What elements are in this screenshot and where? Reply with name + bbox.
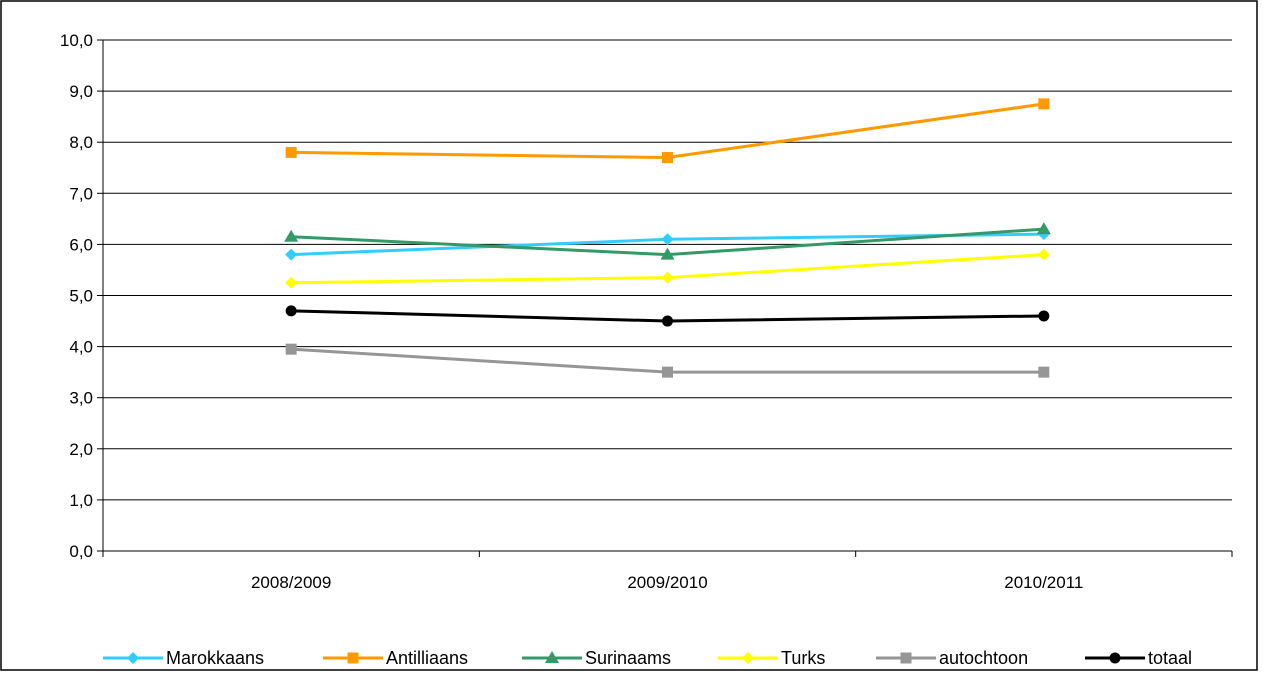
series-autochtoon: [285, 343, 1050, 378]
legend-label: totaal: [1148, 648, 1192, 668]
series-lines: [284, 98, 1051, 378]
y-tick-label: 2,0: [69, 440, 93, 459]
legend-marker: [545, 651, 559, 663]
y-tick-label: 6,0: [69, 235, 93, 254]
y-tick-label: 7,0: [69, 184, 93, 203]
y-tick-label: 1,0: [69, 491, 93, 510]
legend-marker: [1109, 652, 1121, 664]
data-point: [661, 233, 674, 246]
data-point: [285, 146, 297, 158]
data-point: [662, 366, 673, 378]
x-tick-label: 2010/2011: [1004, 573, 1083, 592]
data-point: [660, 247, 675, 260]
y-tick-label: 4,0: [69, 338, 93, 357]
legend-item: Antilliaans: [323, 648, 468, 668]
y-tick-label: 5,0: [69, 287, 93, 306]
series-totaal: [285, 305, 1050, 327]
legend-item: Turks: [718, 648, 825, 668]
data-point: [285, 248, 298, 261]
y-tick-label: 3,0: [69, 389, 93, 408]
x-tick-label: 2008/2009: [251, 573, 331, 592]
y-tick-label: 10,0: [60, 31, 93, 50]
legend-item: Marokkaans: [103, 648, 264, 668]
series-surinaams: [284, 222, 1051, 260]
data-point: [662, 152, 673, 164]
legend-label: Antilliaans: [386, 648, 468, 668]
legend-item: Surinaams: [522, 648, 671, 668]
legend-marker: [127, 652, 139, 664]
data-point: [1038, 366, 1050, 378]
data-point: [285, 343, 297, 355]
x-tick-label: 2009/2010: [627, 573, 707, 592]
data-point: [1036, 222, 1051, 235]
legend-label: Marokkaans: [166, 648, 264, 668]
legend-label: Turks: [781, 648, 825, 668]
series-antilliaans: [285, 98, 1050, 164]
axes: 0,0 1,0 2,0 3,0 4,0 5,0 6,0 7,0 8,0 9,0 10,0 2008/2…: [60, 31, 1233, 592]
legend-marker: [900, 652, 912, 664]
data-point: [285, 276, 298, 289]
data-point: [1038, 310, 1050, 322]
data-point: [1037, 248, 1050, 261]
y-tick-label: 8,0: [69, 133, 93, 152]
data-point: [1038, 98, 1050, 110]
legend: Marokkaans Antilliaans Surinaams Turks autoc…: [103, 648, 1192, 668]
legend-item: autochtoon: [876, 648, 1028, 668]
legend-label: Surinaams: [585, 648, 671, 668]
data-point: [662, 315, 673, 327]
legend-item: totaal: [1085, 648, 1192, 668]
y-tick-label: 9,0: [69, 82, 93, 101]
legend-label: autochtoon: [939, 648, 1028, 668]
y-tick-label: 0,0: [69, 542, 93, 561]
legend-marker: [742, 652, 754, 664]
data-point: [661, 271, 674, 284]
data-point: [285, 305, 297, 317]
series-turks: [285, 248, 1050, 289]
legend-marker: [347, 652, 359, 664]
data-point: [284, 229, 299, 242]
